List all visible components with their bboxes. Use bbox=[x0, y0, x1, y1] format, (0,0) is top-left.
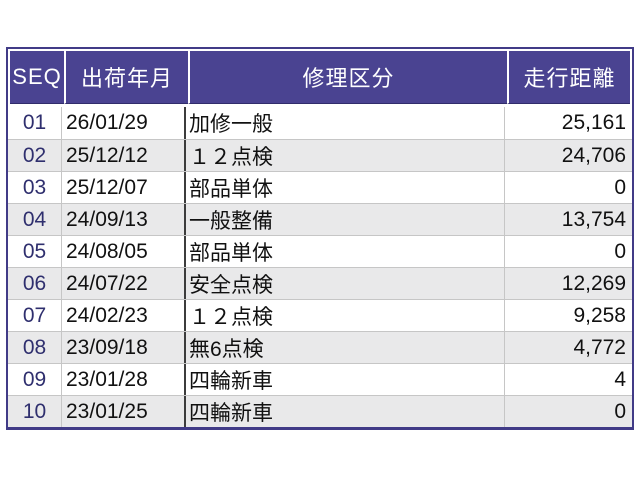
ship-date-cell: 24/07/22 bbox=[62, 268, 186, 299]
ship-date-cell: 25/12/12 bbox=[62, 140, 186, 171]
table-row[interactable]: 02 25/12/12 １２点検 24,706 bbox=[8, 139, 632, 171]
mileage-cell: 0 bbox=[614, 175, 626, 199]
table-row[interactable]: 06 24/07/22 安全点検 12,269 bbox=[8, 267, 632, 299]
mileage-cell: 0 bbox=[614, 239, 626, 263]
ship-date-cell: 26/01/29 bbox=[62, 107, 186, 139]
table-row[interactable]: 03 25/12/07 部品単体 0 bbox=[8, 171, 632, 203]
seq-cell: 03 bbox=[8, 172, 62, 203]
column-header-seq: SEQ bbox=[10, 51, 64, 104]
mileage-cell: 24,706 bbox=[561, 143, 626, 167]
repair-category-cell: 無6点検 bbox=[186, 332, 505, 363]
repair-category-cell: １２点検 bbox=[186, 300, 505, 331]
mileage-cell: 25,161 bbox=[561, 111, 626, 134]
seq-cell: 06 bbox=[8, 268, 62, 299]
ship-date-cell: 24/09/13 bbox=[62, 204, 186, 235]
seq-cell: 04 bbox=[8, 204, 62, 235]
mileage-cell: 0 bbox=[614, 399, 626, 423]
table-row[interactable]: 01 26/01/29 加修一般 25,161 bbox=[8, 107, 632, 139]
mileage-cell: 13,754 bbox=[561, 207, 626, 231]
service-history-table: SEQ 出荷年月 修理区分 走行距離 01 26/01/29 加修一般 25,1… bbox=[6, 47, 634, 430]
table-row[interactable]: 10 23/01/25 四輪新車 0 bbox=[8, 395, 632, 427]
column-header-repair-category: 修理区分 bbox=[188, 51, 507, 104]
seq-cell: 05 bbox=[8, 236, 62, 267]
ship-date-cell: 24/02/23 bbox=[62, 300, 186, 331]
seq-cell: 10 bbox=[8, 396, 62, 427]
table-row[interactable]: 08 23/09/18 無6点検 4,772 bbox=[8, 331, 632, 363]
seq-cell: 08 bbox=[8, 332, 62, 363]
repair-category-cell: 加修一般 bbox=[186, 107, 505, 139]
table-row[interactable]: 09 23/01/28 四輪新車 4 bbox=[8, 363, 632, 395]
ship-date-cell: 23/09/18 bbox=[62, 332, 186, 363]
repair-category-cell: 安全点検 bbox=[186, 268, 505, 299]
mileage-cell: 9,258 bbox=[573, 303, 626, 327]
seq-cell: 09 bbox=[8, 364, 62, 395]
table-row[interactable]: 04 24/09/13 一般整備 13,754 bbox=[8, 203, 632, 235]
mileage-cell: 12,269 bbox=[561, 271, 626, 295]
repair-category-cell: 四輪新車 bbox=[186, 364, 505, 395]
seq-cell: 07 bbox=[8, 300, 62, 331]
table-row[interactable]: 05 24/08/05 部品単体 0 bbox=[8, 235, 632, 267]
table-row[interactable]: 07 24/02/23 １２点検 9,258 bbox=[8, 299, 632, 331]
column-header-ship-date: 出荷年月 bbox=[64, 51, 188, 104]
seq-cell: 02 bbox=[8, 140, 62, 171]
seq-cell: 01 bbox=[8, 107, 62, 139]
ship-date-cell: 24/08/05 bbox=[62, 236, 186, 267]
mileage-cell: 4,772 bbox=[573, 335, 626, 359]
repair-category-cell: 四輪新車 bbox=[186, 396, 505, 427]
table-header-row: SEQ 出荷年月 修理区分 走行距離 bbox=[8, 49, 632, 107]
repair-category-cell: 部品単体 bbox=[186, 172, 505, 203]
ship-date-cell: 23/01/28 bbox=[62, 364, 186, 395]
ship-date-cell: 23/01/25 bbox=[62, 396, 186, 427]
repair-category-cell: 部品単体 bbox=[186, 236, 505, 267]
repair-category-cell: 一般整備 bbox=[186, 204, 505, 235]
column-header-mileage: 走行距離 bbox=[507, 51, 630, 104]
repair-category-cell: １２点検 bbox=[186, 140, 505, 171]
ship-date-cell: 25/12/07 bbox=[62, 172, 186, 203]
table-body: 01 26/01/29 加修一般 25,161 02 25/12/12 １２点検… bbox=[8, 107, 632, 427]
mileage-cell: 4 bbox=[614, 367, 626, 391]
